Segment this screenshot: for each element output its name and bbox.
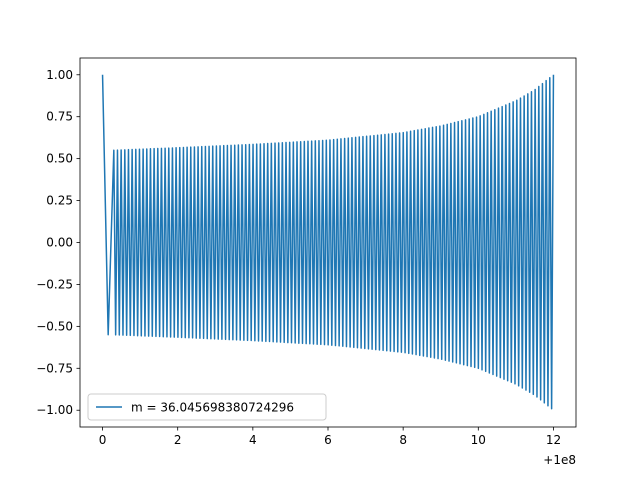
x-tick-label: 8: [399, 433, 407, 447]
legend-label: m = 36.045698380724296: [131, 401, 294, 415]
y-tick-label: 0.25: [46, 194, 73, 208]
x-tick-label: 2: [174, 433, 182, 447]
legend-box: [87, 393, 327, 421]
x-tick-label: 4: [249, 433, 257, 447]
y-tick-label: 0.50: [46, 152, 73, 166]
legend: m = 36.045698380724296: [87, 393, 327, 421]
x-tick-label: 6: [324, 433, 332, 447]
axes-layer: 0 2 4 6 8 10 12 −1.00 −0.75 −0.50 −0.25 0.00 0.25 0.5…: [36, 57, 577, 447]
y-tick-label: 1.00: [46, 68, 73, 82]
x-tick-label: 0: [99, 433, 107, 447]
y-tick-label: −0.75: [36, 361, 73, 375]
y-tick-label: −0.25: [36, 277, 73, 291]
x-tick-label: 12: [546, 433, 561, 447]
y-tick-label: −0.50: [36, 319, 73, 333]
y-tick-label: 0.75: [46, 110, 73, 124]
x-tick-label: 10: [471, 433, 486, 447]
series-layer: [101, 74, 555, 410]
series-line-0: [101, 74, 555, 410]
y-tick-label: −1.00: [36, 403, 73, 417]
x-axis-offset-label: +1e8: [543, 453, 576, 467]
y-tick-label: 0.00: [46, 236, 73, 250]
